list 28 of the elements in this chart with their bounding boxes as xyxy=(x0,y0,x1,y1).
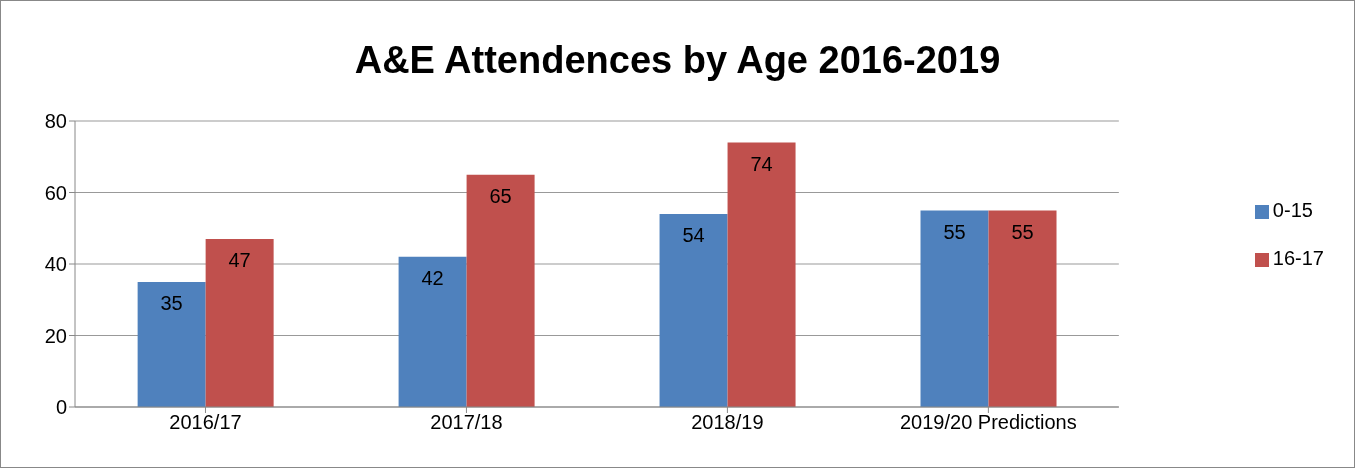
data-label: 55 xyxy=(943,220,966,243)
legend-label: 16-17 xyxy=(1272,247,1324,269)
y-tick-label: 60 xyxy=(44,181,67,204)
x-tick-label: 2016/17 xyxy=(169,411,242,434)
chart-title: A&E Attendences by Age 2016-2019 xyxy=(353,39,1002,82)
y-tick-label: 0 xyxy=(55,396,67,419)
bar xyxy=(466,174,535,407)
data-label: 74 xyxy=(750,152,773,175)
x-tick-label: 2017/18 xyxy=(430,411,503,434)
y-tick-label: 80 xyxy=(44,110,67,133)
data-label: 65 xyxy=(489,184,512,207)
x-tick-label: 2019/20 Predictions xyxy=(899,411,1077,434)
data-label: 47 xyxy=(228,249,251,272)
data-label: 35 xyxy=(160,292,183,315)
data-label: 42 xyxy=(421,267,444,290)
bar xyxy=(920,210,989,407)
bar xyxy=(398,256,467,407)
y-tick-label: 40 xyxy=(44,253,67,276)
bar xyxy=(988,210,1057,407)
bar xyxy=(727,142,796,407)
bar xyxy=(137,281,206,407)
bar xyxy=(659,213,728,407)
data-label: 55 xyxy=(1011,220,1034,243)
bar xyxy=(205,238,274,407)
y-tick-label: 20 xyxy=(44,324,67,347)
x-tick-label: 2018/19 xyxy=(691,411,764,434)
legend-label: 0-15 xyxy=(1272,199,1313,221)
data-label: 54 xyxy=(682,224,705,247)
